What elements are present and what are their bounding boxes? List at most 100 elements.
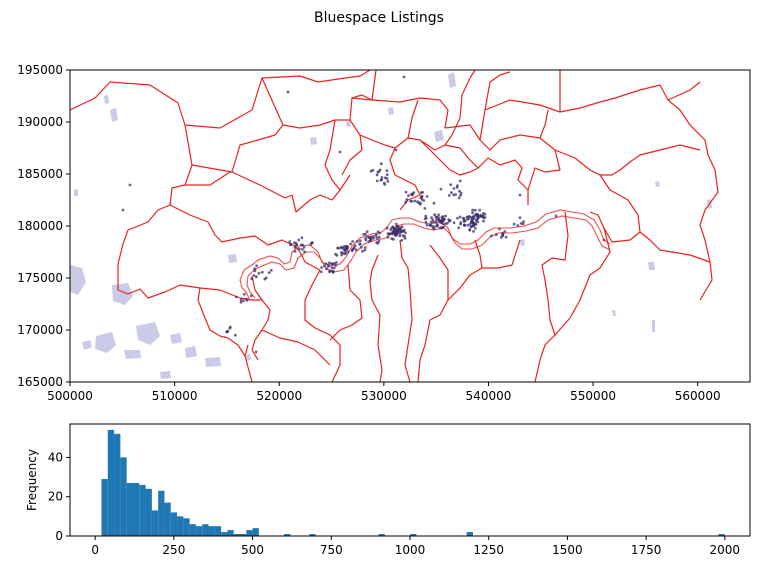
listing-point — [463, 223, 466, 227]
water-body — [434, 130, 444, 142]
borough-boundary — [407, 99, 419, 139]
listing-point — [369, 238, 373, 242]
listing-point — [346, 250, 350, 254]
listing-point — [400, 225, 404, 229]
listing-point — [448, 219, 452, 222]
listing-point — [463, 219, 467, 223]
water-body — [448, 72, 456, 88]
histogram-bar — [246, 530, 253, 536]
borough-boundary — [429, 244, 449, 300]
listing-point — [250, 277, 254, 281]
listing-point — [425, 195, 429, 198]
borough-boundary — [527, 149, 561, 191]
listing-point — [435, 215, 439, 219]
listing-points — [121, 75, 606, 354]
listing-point — [494, 233, 498, 237]
river-north-bank — [239, 209, 611, 301]
listing-point — [452, 221, 456, 225]
water-body — [104, 95, 109, 104]
listing-point — [375, 236, 379, 240]
listing-point — [385, 173, 389, 177]
water-body — [388, 107, 394, 115]
listing-point — [392, 237, 395, 241]
map-y-ticks: 165000 170000 175000 180000 185000 190000 1950… — [17, 63, 70, 389]
borough-boundary — [389, 147, 421, 211]
listing-point — [327, 264, 331, 267]
borough-boundary — [459, 147, 479, 169]
listing-point — [391, 225, 395, 229]
listing-point — [466, 217, 469, 221]
water-body — [160, 371, 171, 379]
histogram-x-tick-label: 500 — [241, 543, 264, 557]
listing-point — [364, 237, 367, 240]
listing-point — [434, 220, 438, 224]
histogram-bar — [378, 534, 385, 536]
listing-point — [405, 198, 409, 201]
river-south-bank — [246, 215, 611, 299]
borough-boundary — [417, 239, 521, 382]
listing-point — [252, 274, 256, 277]
map-y-tick-label: 180000 — [17, 219, 63, 233]
map-x-tick-label: 510000 — [152, 389, 198, 403]
histogram-bar — [177, 516, 184, 536]
listing-point — [339, 246, 343, 250]
listing-point — [121, 208, 125, 212]
listing-point — [518, 193, 522, 197]
listing-point — [377, 235, 381, 239]
map-x-tick-label: 530000 — [361, 389, 407, 403]
water-body — [652, 320, 655, 332]
listing-point — [456, 184, 459, 188]
borough-boundary — [539, 109, 549, 139]
listing-point — [441, 225, 445, 229]
histogram-bar — [126, 482, 133, 536]
histogram-bar — [214, 526, 222, 536]
listing-point — [423, 207, 427, 210]
histogram-bars — [101, 429, 725, 536]
listing-point — [346, 245, 350, 249]
listing-point — [435, 218, 438, 222]
histogram-bar — [132, 482, 140, 536]
listing-point — [421, 191, 424, 194]
river-thames-outline — [239, 209, 611, 301]
listing-point — [394, 222, 398, 226]
listing-point — [457, 196, 461, 200]
histogram-bar — [170, 512, 178, 536]
histogram-y-tick-label: 20 — [48, 490, 63, 504]
listing-point — [371, 168, 375, 172]
listing-point — [378, 231, 381, 235]
listing-point — [394, 148, 398, 152]
listing-point — [465, 215, 469, 219]
listing-point — [389, 228, 393, 232]
listing-point — [255, 264, 258, 268]
water-body — [70, 265, 86, 295]
histogram-bar — [139, 484, 146, 536]
water-body — [95, 332, 116, 353]
histogram-bar — [309, 534, 316, 536]
water-body — [205, 357, 221, 367]
listing-point — [445, 221, 449, 225]
listing-point — [466, 223, 470, 227]
histogram-bar — [158, 490, 165, 536]
listing-point — [432, 225, 436, 229]
listing-point — [473, 222, 477, 226]
listing-point — [475, 218, 479, 222]
borough-boundary — [444, 124, 556, 151]
listing-point — [392, 227, 396, 231]
histogram-bar — [195, 526, 203, 536]
listing-point — [253, 267, 256, 271]
listing-point — [452, 187, 456, 190]
listing-point — [338, 150, 342, 154]
listing-point — [398, 232, 402, 236]
borough-boundary — [244, 344, 249, 357]
map-y-tick-label: 175000 — [17, 271, 63, 285]
listing-point — [334, 264, 338, 267]
histogram-bar — [145, 488, 152, 536]
listing-point — [413, 199, 417, 203]
listing-point — [328, 269, 332, 273]
listing-point — [433, 213, 436, 217]
listing-point — [297, 238, 301, 242]
histogram-bar — [252, 528, 259, 536]
listing-point — [457, 226, 461, 230]
listing-point — [459, 191, 463, 195]
listing-point — [450, 191, 453, 195]
